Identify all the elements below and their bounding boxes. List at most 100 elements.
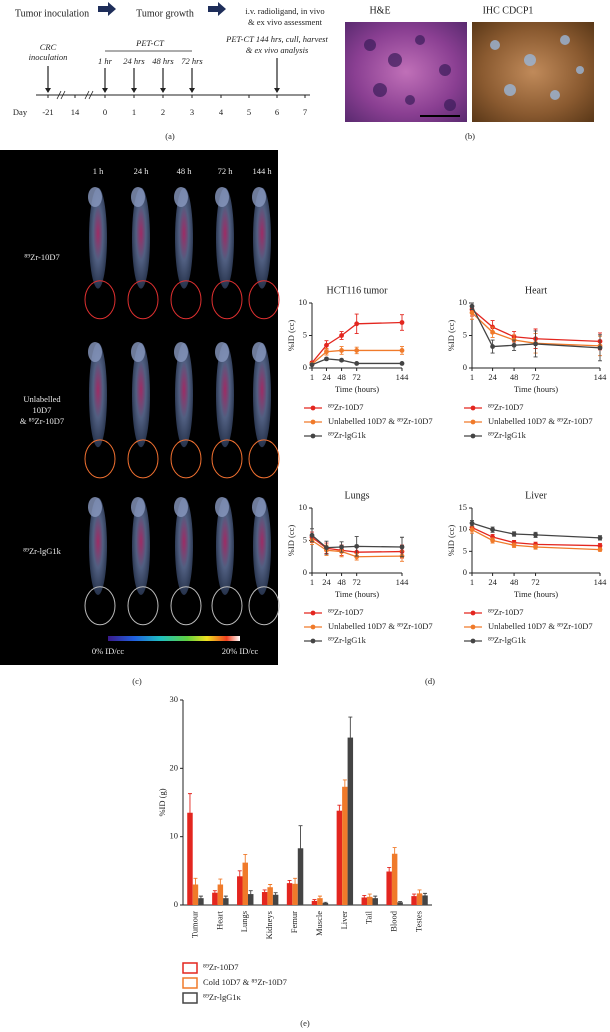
legend-label: Unlabelled 10D7 & ⁸⁹Zr-10D7 xyxy=(488,416,593,426)
event-arrowhead xyxy=(45,88,280,93)
y-tick-label: 10 xyxy=(459,297,468,307)
error-bar xyxy=(273,892,278,898)
legend-marker xyxy=(470,419,476,425)
bar xyxy=(286,883,293,905)
bar xyxy=(372,898,378,905)
x-tick-label: Kidneys xyxy=(264,911,274,939)
x-tick-label: Heart xyxy=(214,910,224,930)
legend-marker xyxy=(470,638,476,644)
tumor-roi xyxy=(170,280,202,320)
tumor-roi xyxy=(211,280,243,320)
bar xyxy=(416,893,423,905)
data-point xyxy=(339,348,344,353)
tumor-roi xyxy=(248,280,280,320)
column-label: 144 h xyxy=(252,166,272,176)
data-point xyxy=(490,527,495,533)
x-tick-label: 24 xyxy=(488,577,497,587)
data-point xyxy=(399,320,405,325)
mouse-head xyxy=(252,342,266,362)
y-tick-label: 10 xyxy=(459,524,468,534)
legend-marker xyxy=(470,405,476,411)
bar xyxy=(422,895,428,905)
day-value: 5 xyxy=(247,107,251,117)
column-label: 48 h xyxy=(177,166,193,176)
legend-label: ⁸⁹Zr-lgG1k xyxy=(328,430,367,440)
mouse-image xyxy=(216,342,234,448)
column-label: 24 h xyxy=(134,166,150,176)
bar xyxy=(198,898,204,905)
tumor-roi xyxy=(170,439,202,479)
row-label: Unlabelled xyxy=(23,394,61,404)
x-tick-label: 1 xyxy=(470,577,474,587)
bar xyxy=(272,894,279,905)
bar xyxy=(247,894,254,905)
legend-swatch xyxy=(182,992,198,1004)
x-tick-label: 24 xyxy=(322,577,331,587)
column-label: 1 h xyxy=(93,166,104,176)
data-point xyxy=(469,303,475,309)
tumor-roi xyxy=(170,586,202,626)
mouse-head xyxy=(174,497,188,517)
data-point xyxy=(324,349,329,355)
legend-marker xyxy=(470,624,476,630)
error-bar xyxy=(187,793,192,833)
error-bar xyxy=(362,894,367,900)
mouse-head xyxy=(131,342,145,362)
data-point xyxy=(399,348,405,353)
scale-label: 0% ID/cc xyxy=(92,646,125,656)
x-tick-label: 48 xyxy=(337,577,346,587)
x-tick-label: 24 xyxy=(322,372,331,382)
legend-marker xyxy=(310,405,316,411)
error-bar xyxy=(298,825,303,872)
error-bar xyxy=(262,889,267,895)
mouse-head xyxy=(215,187,229,207)
legend-label: ⁸⁹Zr-lgG1k xyxy=(488,430,527,440)
data-point xyxy=(309,362,315,368)
panel-label: (e) xyxy=(300,1018,310,1028)
data-point xyxy=(490,329,495,335)
event-label: inoculation xyxy=(29,52,68,62)
mouse-head xyxy=(174,342,188,362)
panel-c: 1 h 24 h 48 h 72 h 144 h ⁸⁹Zr-10D7 Unlab… xyxy=(0,150,280,686)
data-point xyxy=(469,310,475,316)
data-point xyxy=(399,544,405,550)
error-bar xyxy=(412,893,417,899)
stage-label: i.v. radioligand, in vivo xyxy=(245,6,324,16)
y-axis-label: %ID (cc) xyxy=(286,320,296,352)
y-tick-label: 5 xyxy=(303,534,307,544)
stage-label: Tumor inoculation xyxy=(15,8,89,19)
event-label: 24 hrs xyxy=(123,56,145,66)
error-bar xyxy=(237,870,242,883)
tumor-roi xyxy=(248,586,280,626)
data-point xyxy=(511,342,517,348)
event-label: & ex vivo analysis xyxy=(246,45,309,55)
y-tick-label: 10 xyxy=(170,831,179,841)
x-tick-label: Testes xyxy=(414,911,424,932)
error-bar xyxy=(223,895,228,901)
tumor-roi xyxy=(127,439,159,479)
ihc-nuclei xyxy=(490,35,584,100)
error-bar xyxy=(342,779,347,795)
x-tick-label: 24 xyxy=(488,372,497,382)
x-tick-label: Muscle xyxy=(314,911,324,936)
bar xyxy=(411,896,417,905)
mouse-head xyxy=(88,187,102,207)
x-tick-label: Tail xyxy=(364,910,374,924)
bar xyxy=(187,812,193,905)
mouse-image xyxy=(216,497,234,595)
bar xyxy=(297,848,304,905)
tumor-roi xyxy=(84,586,116,626)
day-value: 0 xyxy=(103,107,107,117)
error-bar xyxy=(293,877,298,890)
tumor-roi xyxy=(211,586,243,626)
panel-a: Tumor inoculation Tumor growth i.v. radi… xyxy=(13,2,328,141)
mouse-image xyxy=(253,187,271,289)
legend-marker xyxy=(310,638,316,644)
data-point xyxy=(597,345,603,351)
legend-marker xyxy=(310,610,316,616)
event-label: PET-CT 144 hrs, cull, harvest xyxy=(225,34,328,44)
axis-break xyxy=(56,90,94,100)
x-tick-label: Liver xyxy=(339,911,349,930)
error-bar xyxy=(398,901,403,904)
event-label: 1 hr xyxy=(98,56,113,66)
